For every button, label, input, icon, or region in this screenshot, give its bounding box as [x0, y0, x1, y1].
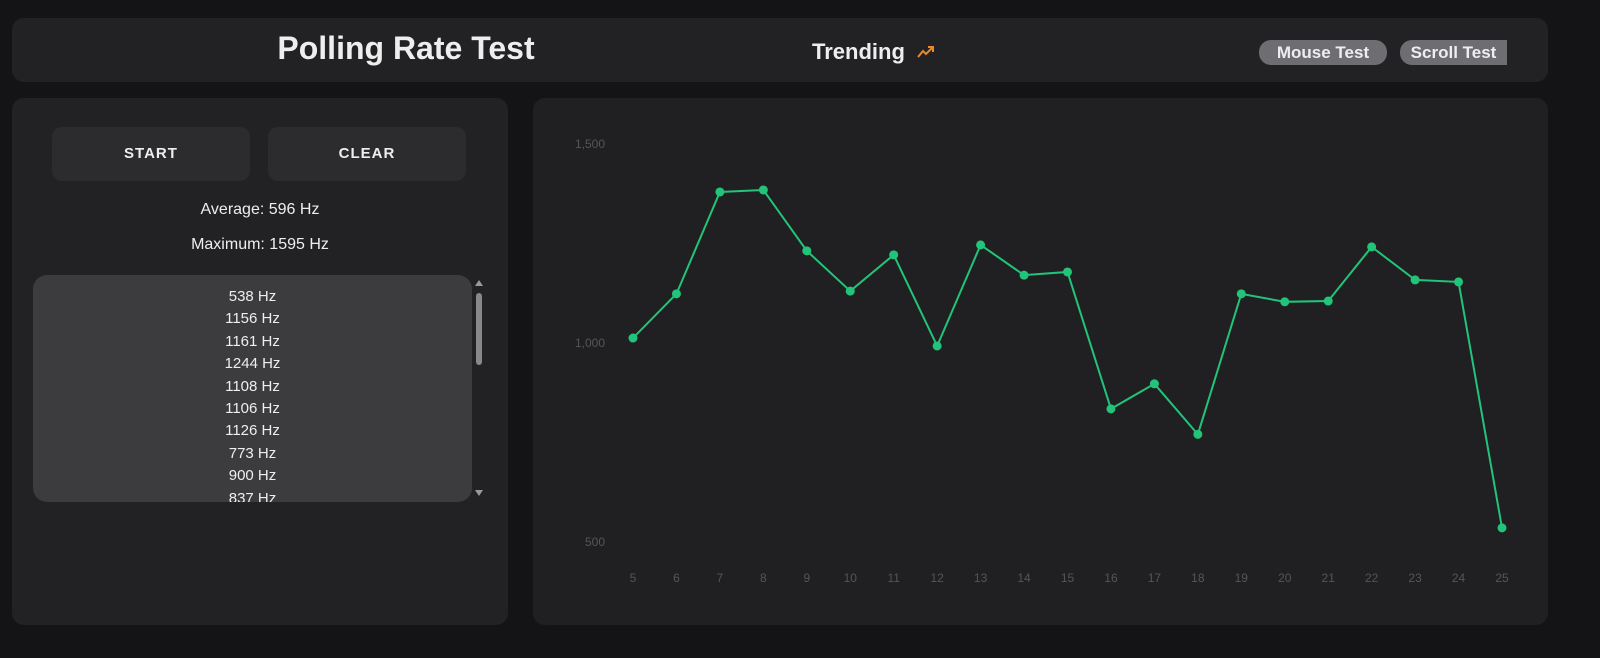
chart: 500 1,000 1,500 5 6 7 8 9 10 11 12 13 14 15 16 17 18 19 20…: [533, 98, 1548, 625]
x-tick-label: 9: [803, 571, 810, 585]
x-tick-label: 13: [974, 571, 988, 585]
x-tick-label: 19: [1235, 571, 1249, 585]
point: [1063, 267, 1072, 277]
x-tick-label: 5: [630, 571, 637, 585]
point: [1367, 242, 1377, 252]
point: [1236, 289, 1246, 299]
point: [671, 289, 681, 299]
point: [802, 246, 812, 256]
x-tick-label: 8: [760, 571, 767, 585]
page-title: Polling Rate Test: [277, 30, 535, 66]
point: [628, 333, 638, 343]
x-tick-label: 10: [844, 571, 858, 585]
readings-list[interactable]: 538 Hz 1156 Hz 1161 Hz 1244 Hz 1108 Hz 1106 H…: [33, 275, 472, 502]
x-tick-label: 16: [1104, 571, 1118, 585]
x-tick-label: 6: [673, 571, 680, 585]
chart-panel: [533, 98, 1548, 625]
point: [1497, 523, 1507, 533]
trending-link[interactable]: Trending: [812, 39, 935, 65]
x-tick-label: 7: [717, 571, 724, 585]
reading: 900 Hz: [228, 467, 277, 485]
reading: 837 Hz: [228, 489, 277, 502]
x-tick-label: 22: [1365, 571, 1379, 585]
x-tick-label: 15: [1061, 571, 1075, 585]
point: [976, 240, 986, 250]
trending-label[interactable]: Trending: [812, 39, 905, 64]
average: Average: 596 Hz: [200, 201, 320, 218]
nav-button[interactable]: Scroll Test: [1400, 40, 1507, 65]
reading: 773 Hz: [228, 444, 277, 462]
point: [845, 286, 855, 296]
maximum: Maximum: 1595 Hz: [191, 236, 329, 253]
reading: 538 Hz: [228, 288, 277, 305]
y-tick-label: 1,000: [575, 336, 605, 350]
start-button[interactable]: START: [52, 127, 250, 181]
y-tick-label: 1,500: [575, 137, 605, 151]
point: [1149, 379, 1159, 389]
x-tick-label: 14: [1017, 571, 1031, 585]
point: [1280, 297, 1290, 307]
point: [715, 187, 725, 197]
clear-button[interactable]: CLEAR: [268, 127, 466, 181]
x-tick-label: 23: [1408, 571, 1422, 585]
reading: 1244 Hz: [224, 355, 281, 373]
x-tick-label: 24: [1452, 571, 1466, 585]
point: [1323, 296, 1333, 306]
y-tick-label: 500: [585, 535, 605, 549]
point: [1410, 275, 1420, 285]
point: [932, 341, 942, 351]
point: [1106, 404, 1116, 414]
x-tick-label: 12: [930, 571, 944, 585]
x-tick-label: 17: [1148, 571, 1162, 585]
scrollbar[interactable]: [473, 277, 485, 499]
point: [1019, 270, 1029, 280]
point: [889, 250, 899, 260]
x-tick-label: 11: [887, 571, 900, 585]
reading: 1126 Hz: [225, 422, 280, 440]
nav-button[interactable]: Mouse Test: [1259, 40, 1387, 65]
x-tick-label: 20: [1278, 571, 1292, 585]
trending-icon: [917, 46, 935, 58]
reading: 1106 Hz: [225, 399, 280, 417]
x-tick-label: 25: [1495, 571, 1509, 585]
x-tick-label: 18: [1191, 571, 1205, 585]
reading: 1108 Hz: [225, 377, 280, 395]
reading: 1156 Hz: [225, 310, 280, 328]
point: [758, 185, 768, 195]
point: [1454, 277, 1464, 287]
x-tick-label: 21: [1322, 571, 1336, 585]
point: [1193, 429, 1203, 439]
reading: 1161 Hz: [225, 332, 280, 350]
